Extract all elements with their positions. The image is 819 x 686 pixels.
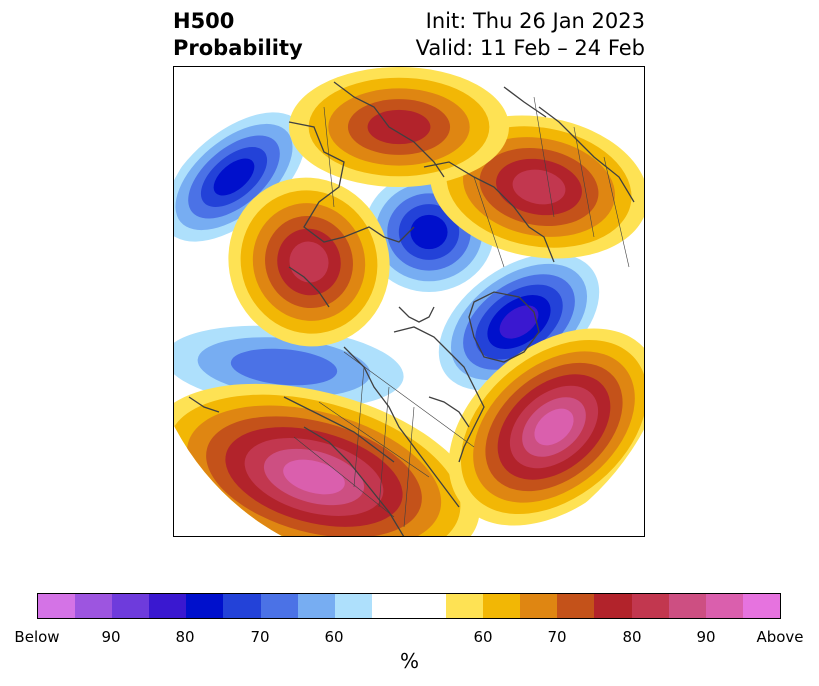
chart-title: H500 Probability bbox=[173, 8, 303, 62]
colorbar-tick-label: 70 bbox=[250, 628, 270, 646]
colorbar-swatch bbox=[38, 594, 76, 618]
title-line-2: Probability bbox=[173, 36, 303, 60]
colorbar-swatch bbox=[149, 594, 187, 618]
forecast-dates: Init: Thu 26 Jan 2023 Valid: 11 Feb – 24… bbox=[416, 8, 645, 62]
probability-contour bbox=[367, 109, 431, 145]
probability-contour bbox=[512, 169, 566, 205]
colorbar-swatch bbox=[371, 594, 409, 618]
colorbar-swatch bbox=[75, 594, 113, 618]
colorbar-swatch bbox=[520, 594, 558, 618]
colorbar bbox=[37, 593, 781, 619]
colorbar-tick-label: 60 bbox=[473, 628, 493, 646]
colorbar-swatch bbox=[408, 594, 447, 618]
colorbar-ticks: Below 90 80 70 60 60 70 80 90 Above bbox=[0, 628, 819, 648]
anomaly-map bbox=[173, 66, 645, 537]
colorbar-swatch bbox=[594, 594, 632, 618]
probability-contour bbox=[410, 214, 448, 250]
colorbar-swatch bbox=[483, 594, 521, 618]
colorbar-swatch bbox=[446, 594, 484, 618]
borders bbox=[293, 96, 630, 528]
colorbar-swatch bbox=[260, 594, 298, 618]
title-line-1: H500 bbox=[173, 9, 235, 33]
colorbar-unit-label: % bbox=[399, 649, 419, 673]
colorbar-swatch bbox=[334, 594, 372, 618]
colorbar-swatch bbox=[112, 594, 150, 618]
probability-contour bbox=[230, 348, 338, 386]
probability-contour bbox=[499, 305, 539, 339]
probability-contour bbox=[213, 158, 255, 196]
probability-contour bbox=[289, 241, 329, 283]
map-svg bbox=[174, 67, 644, 536]
colorbar-tick-label: 70 bbox=[547, 628, 567, 646]
colorbar-swatch bbox=[742, 594, 780, 618]
colorbar-tick-label: Below bbox=[14, 628, 60, 646]
colorbar-tick-label: 60 bbox=[324, 628, 344, 646]
probability-contour bbox=[283, 459, 345, 495]
colorbar-swatch bbox=[557, 594, 595, 618]
colorbar-tick-label: 90 bbox=[101, 628, 121, 646]
colorbar-swatch bbox=[705, 594, 743, 618]
colorbar-swatch bbox=[297, 594, 335, 618]
colorbar-tick-label: 90 bbox=[696, 628, 716, 646]
probability-contour bbox=[534, 408, 574, 446]
colorbar-tick-label: 80 bbox=[175, 628, 195, 646]
colorbar-tick-label: Above bbox=[756, 628, 804, 646]
colorbar-swatch bbox=[186, 594, 224, 618]
colorbar-tick-label: 80 bbox=[622, 628, 642, 646]
init-date: Init: Thu 26 Jan 2023 bbox=[425, 9, 645, 33]
colorbar-swatch bbox=[223, 594, 261, 618]
colorbar-swatch bbox=[631, 594, 669, 618]
valid-date: Valid: 11 Feb – 24 Feb bbox=[415, 36, 645, 60]
colorbar-swatch bbox=[668, 594, 706, 618]
coastlines bbox=[188, 81, 635, 536]
